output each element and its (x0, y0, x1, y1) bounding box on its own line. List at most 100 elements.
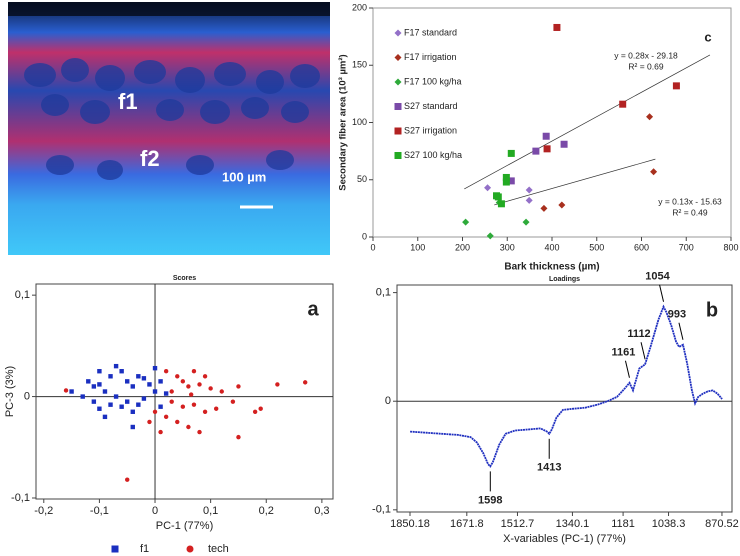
trendline (464, 54, 711, 190)
trendline (494, 158, 656, 206)
trendline-equation: y = 0.13x - 15.63 (658, 196, 722, 206)
point (97, 369, 102, 374)
point (102, 389, 108, 394)
panel-label: a (307, 298, 319, 320)
micrograph: f1 f2 100 µm (8, 2, 330, 255)
point (191, 402, 197, 407)
x-tick-label: 1512.7 (501, 518, 535, 530)
trendline-r2: R² = 0.49 (672, 207, 707, 217)
point (175, 374, 180, 379)
legend-marker (394, 152, 402, 159)
x-tick-label: 0 (370, 242, 375, 252)
annotation-pointer (640, 342, 646, 360)
point (553, 23, 561, 31)
y-tick-label: -0,1 (11, 492, 30, 504)
legend-label: F17 irrigation (404, 52, 457, 62)
panel-label: b (706, 299, 718, 321)
point (169, 389, 174, 394)
x-tick-label: 400 (544, 242, 559, 252)
point (163, 391, 169, 396)
point (532, 147, 540, 155)
x-axis-label: PC-1 (77%) (156, 520, 213, 532)
legend-marker (394, 103, 402, 110)
x-tick-label: 1340.1 (556, 518, 590, 530)
point (542, 132, 550, 140)
legend-marker (394, 54, 402, 61)
x-tick-label: 300 (500, 242, 515, 252)
legend-marker (111, 545, 119, 553)
x-tick-label: -0,2 (34, 505, 53, 517)
annotation-label: 1054 (645, 271, 670, 283)
point (102, 414, 108, 420)
chart-title: Loadings (549, 276, 580, 283)
point (560, 140, 568, 148)
point (275, 382, 280, 387)
x-tick-label: 700 (679, 242, 694, 252)
point (63, 388, 69, 393)
point (188, 392, 194, 397)
x-tick-label: 1850.18 (390, 518, 430, 530)
panel-label: c (704, 29, 711, 44)
y-axis-label: PC-3 (3%) (4, 366, 16, 417)
point (540, 204, 548, 212)
trendline-equation: y = 0.28x - 29.18 (614, 50, 678, 60)
point (507, 149, 515, 157)
legend-marker (186, 545, 194, 553)
legend-label: f1 (140, 543, 149, 555)
point (507, 177, 515, 185)
point (97, 406, 102, 411)
x-axis-label: X-variables (PC-1) (77%) (503, 533, 626, 545)
annotation-label: 1413 (537, 462, 561, 474)
point (152, 365, 158, 371)
point (175, 419, 180, 425)
point (672, 82, 680, 90)
point (108, 374, 113, 379)
annotation-label: 1598 (478, 494, 502, 506)
annotation-label: 1112 (627, 328, 650, 340)
point (484, 184, 492, 192)
x-tick-label: 500 (589, 242, 604, 252)
point (186, 384, 191, 389)
point (202, 409, 208, 414)
point (147, 382, 152, 387)
annotation-pointer (678, 322, 684, 340)
point (91, 399, 97, 404)
y-tick-label: 200 (352, 2, 367, 12)
point (119, 369, 124, 374)
y-tick-label: 0 (24, 390, 30, 402)
chart-title: Scores (173, 275, 196, 282)
point (497, 200, 505, 208)
legend-label: F17 100 kg/ha (404, 76, 462, 86)
x-tick-label: 1671.8 (450, 518, 484, 530)
plot-frame (35, 283, 334, 500)
point (202, 374, 208, 379)
point (214, 406, 219, 411)
point (97, 382, 102, 387)
point (152, 389, 158, 394)
point (525, 186, 533, 194)
y-axis-label: Secondary fiber area (10³ µm²) (338, 54, 349, 190)
legend-marker (394, 78, 402, 86)
legend-label: S27 100 kg/ha (404, 150, 462, 160)
point (236, 384, 241, 389)
x-tick-label: 200 (455, 242, 470, 252)
x-tick-label: 1181 (611, 518, 635, 530)
point (169, 399, 174, 404)
point (302, 380, 308, 385)
y-tick-label: 0 (385, 395, 391, 407)
point (158, 404, 163, 409)
point (136, 402, 141, 407)
point (502, 173, 510, 181)
legend-marker (394, 127, 402, 135)
point (646, 113, 654, 121)
y-tick-label: 50 (357, 174, 367, 184)
point (130, 384, 135, 389)
cells (24, 58, 320, 180)
x-tick-label: 1038.3 (652, 518, 686, 530)
point (525, 196, 533, 204)
point (141, 376, 147, 381)
point (86, 379, 91, 384)
y-tick-label: 150 (352, 60, 367, 70)
point (180, 404, 186, 409)
